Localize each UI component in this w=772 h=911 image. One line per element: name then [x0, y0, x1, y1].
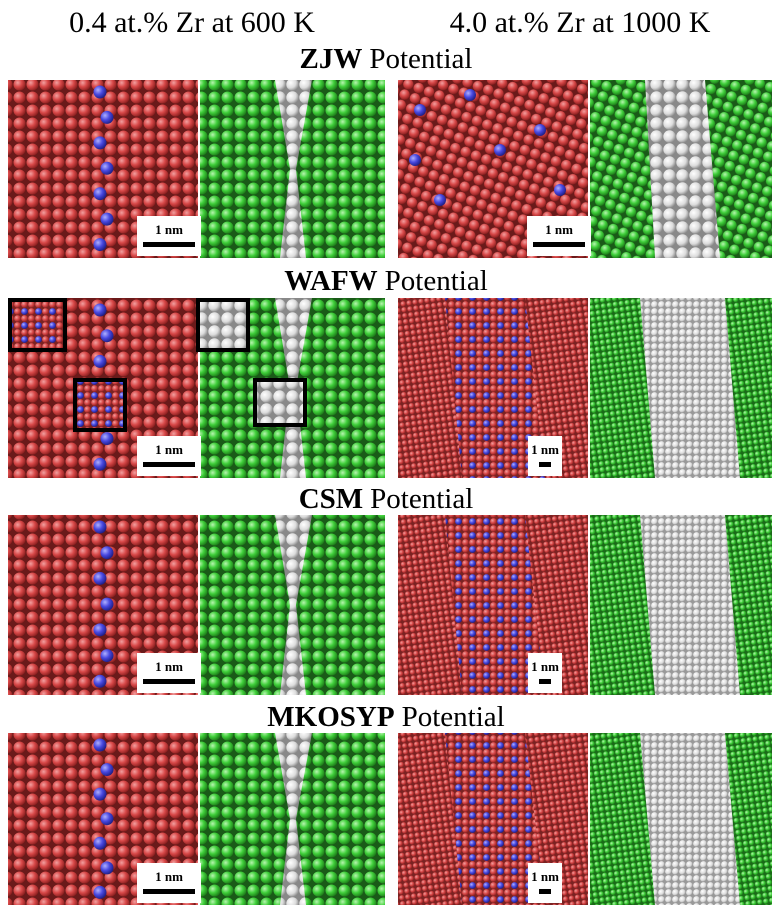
- boundary-band: [640, 515, 740, 695]
- scale-bar-label: 1 nm: [155, 659, 183, 674]
- potential-name: ZJW: [300, 43, 363, 75]
- zr-atom: [94, 458, 107, 471]
- scale-bar: [539, 679, 551, 684]
- zr-atom: [94, 837, 107, 850]
- zr-atom: [101, 213, 114, 226]
- scale-bar: [539, 462, 551, 467]
- zr-atom: [94, 136, 107, 149]
- scale-bar: [143, 679, 195, 684]
- potential-name: WAFW: [284, 265, 377, 297]
- page: {"columns": ["0.4 at.% Zr at 600 K", "4.…: [0, 0, 772, 911]
- column-header: 4.0 at.% Zr at 1000 K: [450, 6, 711, 39]
- zr-atom: [94, 521, 107, 534]
- zr-atom: [94, 886, 107, 899]
- zr-atom: [94, 572, 107, 585]
- scale-bar-label: 1 nm: [531, 869, 559, 884]
- zr-atom: [94, 304, 107, 317]
- scale-bar-label: 1 nm: [531, 442, 559, 457]
- zr-atom: [101, 812, 114, 825]
- zr-atom: [101, 432, 114, 445]
- scale-bar: [539, 889, 551, 894]
- zr-atom: [94, 238, 107, 251]
- scale-bar-label: 1 nm: [155, 869, 183, 884]
- scale-bar: [143, 889, 195, 894]
- zr-atom: [94, 675, 107, 688]
- scale-bar-label: 1 nm: [545, 222, 573, 237]
- inset-box: [75, 380, 125, 430]
- zr-atom: [101, 861, 114, 874]
- inset-box: [10, 300, 65, 350]
- zr-atom: [101, 649, 114, 662]
- zr-atom: [414, 104, 426, 116]
- potential-name: CSM: [299, 483, 363, 515]
- potential-suffix: Potential: [370, 483, 473, 515]
- inset-box: [198, 300, 248, 350]
- inset-box: [255, 380, 305, 425]
- potential-suffix: Potential: [385, 265, 488, 297]
- zr-atom: [434, 194, 446, 206]
- boundary-band: [640, 733, 740, 905]
- zr-atom: [101, 111, 114, 124]
- potential-name: MKOSYP: [267, 701, 394, 733]
- scale-bar-label: 1 nm: [155, 222, 183, 237]
- zr-atom: [101, 598, 114, 611]
- figure: 0.4 at.% Zr at 600 K 4.0 at.% Zr at 1000…: [0, 0, 772, 911]
- zr-atom: [464, 89, 476, 101]
- scale-bar: [533, 242, 585, 247]
- scale-bar-label: 1 nm: [155, 442, 183, 457]
- zr-atom: [409, 154, 421, 166]
- scale-bar: [143, 462, 195, 467]
- scale-bar: [143, 242, 195, 247]
- zr-atom: [101, 162, 114, 175]
- zr-atom: [94, 788, 107, 801]
- boundary-band: [640, 298, 740, 478]
- potential-suffix: Potential: [402, 701, 505, 733]
- zr-atom: [94, 86, 107, 99]
- zr-atom: [94, 187, 107, 200]
- zr-atom: [101, 763, 114, 776]
- scale-bar-label: 1 nm: [531, 659, 559, 674]
- zr-atom: [534, 124, 546, 136]
- column-header: 0.4 at.% Zr at 600 K: [69, 6, 315, 39]
- zr-atom: [494, 144, 506, 156]
- zr-atom: [101, 329, 114, 342]
- zr-atom: [94, 739, 107, 752]
- zr-atom: [94, 355, 107, 368]
- zr-atom: [554, 184, 566, 196]
- zr-atom: [94, 623, 107, 636]
- potential-suffix: Potential: [369, 43, 472, 75]
- zr-atom: [101, 546, 114, 559]
